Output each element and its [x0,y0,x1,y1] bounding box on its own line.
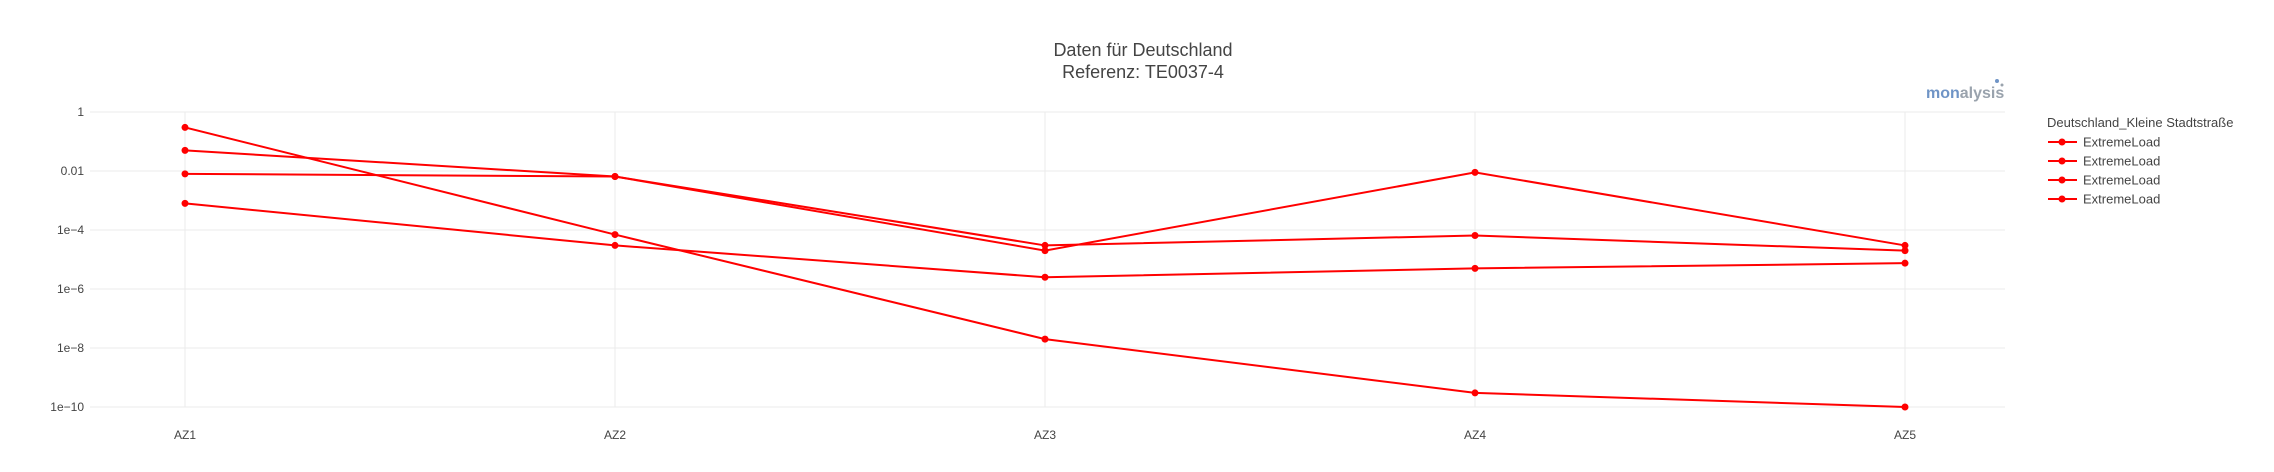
x-tick-label: AZ3 [1034,428,1056,442]
series[interactable] [181,168,1909,255]
y-tick-label: 1 [77,105,84,119]
series[interactable] [181,199,1909,281]
legend-label: ExtremeLoad [2083,154,2160,169]
data-point[interactable] [1041,247,1049,255]
data-point[interactable] [181,199,189,207]
y-axis-ticks: 1 0.01 1e−4 1e−6 1e−8 1e−10 [50,105,84,414]
data-point[interactable] [1041,273,1049,281]
legend-label: ExtremeLoad [2083,192,2160,207]
legend-swatch-marker [2058,195,2066,203]
data-point[interactable] [1471,264,1479,272]
chart-title-line-2: Referenz: TE0037-4 [1062,62,1224,82]
legend-swatch-marker [2058,176,2066,184]
data-point[interactable] [1471,168,1479,176]
legend-item[interactable]: ExtremeLoad [2048,192,2160,207]
y-tick-label: 1e−10 [50,400,84,414]
data-point[interactable] [1901,259,1909,267]
x-tick-label: AZ1 [174,428,196,442]
data-point[interactable] [1041,241,1049,249]
data-point[interactable] [181,123,189,131]
legend-item[interactable]: ExtremeLoad [2048,173,2160,188]
series[interactable] [181,123,1909,411]
x-tick-label: AZ2 [604,428,626,442]
x-axis-ticks: AZ1 AZ2 AZ3 AZ4 AZ5 [174,428,1916,442]
logo-text-part1: mon [1926,85,1960,102]
monalysis-logo: monalysis [1926,79,2004,102]
data-point[interactable] [1471,389,1479,397]
legend-title: Deutschland_Kleine Stadtstraße [2047,115,2233,130]
data-point[interactable] [1901,403,1909,411]
grid-lines [90,111,2005,408]
y-tick-label: 1e−6 [57,282,84,296]
logo-dot-icon [2000,83,2004,87]
svg-text:monalysis: monalysis [1926,85,2004,102]
y-tick-label: 1e−8 [57,341,84,355]
data-point[interactable] [611,241,619,249]
legend-item[interactable]: ExtremeLoad [2048,154,2160,169]
y-tick-label: 0.01 [61,164,85,178]
legend[interactable]: Deutschland_Kleine Stadtstraße ExtremeLo… [2047,115,2233,207]
data-point[interactable] [181,146,189,154]
data-point[interactable] [1041,335,1049,343]
data-point[interactable] [181,170,189,178]
legend-label: ExtremeLoad [2083,135,2160,150]
data-point[interactable] [1901,241,1909,249]
logo-dot-icon [1995,79,1999,83]
x-tick-label: AZ4 [1464,428,1486,442]
series-lines [181,123,1909,411]
legend-swatch-marker [2058,157,2066,165]
data-point[interactable] [1471,232,1479,240]
data-point[interactable] [611,231,619,239]
logo-text-part2: alysis [1960,85,2005,102]
legend-swatch-marker [2058,138,2066,146]
x-tick-label: AZ5 [1894,428,1916,442]
data-point[interactable] [1901,247,1909,255]
legend-label: ExtremeLoad [2083,173,2160,188]
legend-item[interactable]: ExtremeLoad [2048,135,2160,150]
data-point[interactable] [611,173,619,181]
chart-title-line-1: Daten für Deutschland [1053,40,1232,60]
y-tick-label: 1e−4 [57,223,84,237]
